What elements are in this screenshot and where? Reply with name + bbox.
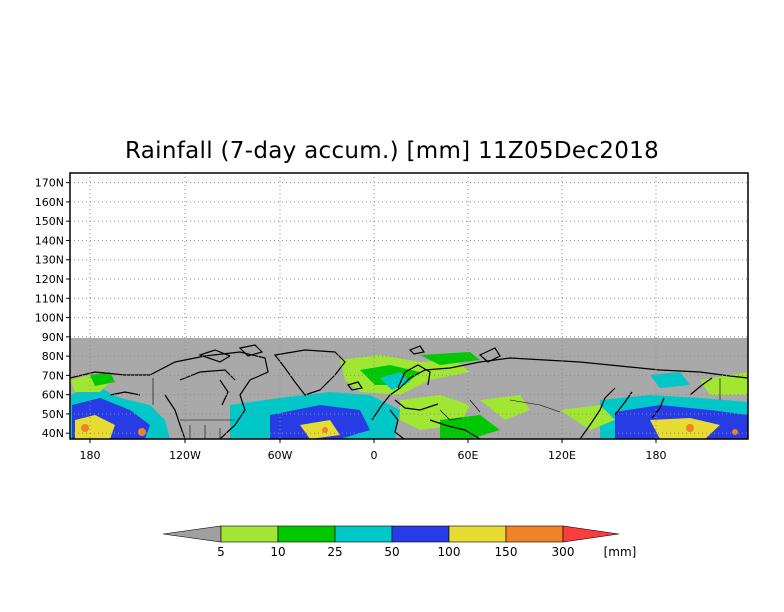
- precip-patch: [322, 427, 328, 433]
- coastline: [164, 394, 186, 439]
- colorbar-upper-arrow: [562, 525, 620, 543]
- lat-tick-label: 90N: [42, 331, 64, 344]
- coastline: [346, 381, 363, 391]
- coastline: [219, 379, 229, 406]
- colorbar-segment: [505, 525, 564, 543]
- gridlines: [70, 173, 748, 439]
- precip-patch: [300, 420, 340, 439]
- lat-tick-label: 140N: [35, 234, 64, 247]
- precip-patch: [650, 372, 690, 388]
- coastline: [408, 345, 425, 355]
- boundary-line: [189, 425, 221, 439]
- lat-tick-label: 60N: [42, 389, 64, 402]
- colorbar-label: 25: [327, 545, 342, 559]
- colorbar-label: 100: [438, 545, 461, 559]
- coastline: [651, 397, 665, 419]
- colorbar: 5 10 25 50 100 150 300 [mm]: [162, 525, 637, 559]
- coastline: [109, 391, 141, 396]
- colorbar-segment: [334, 525, 393, 543]
- coastline: [149, 351, 269, 439]
- precip-patch: [90, 372, 115, 386]
- colorbar-segment: [391, 525, 450, 543]
- coastlines: [70, 344, 748, 439]
- colorbar-segment: [220, 525, 279, 543]
- lat-tick-label: 150N: [35, 215, 64, 228]
- precip-patch: [560, 405, 615, 430]
- lat-tick-label: 70N: [42, 369, 64, 382]
- colorbar-lower-arrow: [162, 525, 222, 543]
- precip-patch: [81, 424, 89, 432]
- coastline: [478, 347, 501, 363]
- colorbar-label: 300: [552, 545, 575, 559]
- precip-patch: [75, 415, 115, 439]
- colorbar-label: 5: [217, 545, 225, 559]
- lon-tick-label: 120W: [169, 449, 201, 462]
- colorbar-unit: [mm]: [604, 545, 637, 559]
- lat-tick-label: 130N: [35, 254, 64, 267]
- map-border: [69, 172, 749, 440]
- lon-tick-label: 180: [80, 449, 101, 462]
- lon-tick-label: 60W: [268, 449, 293, 462]
- lat-tick-label: 100N: [35, 312, 64, 325]
- lat-tick-label: 80N: [42, 350, 64, 363]
- boundary-line: [439, 399, 481, 421]
- lon-tick-label: 180: [646, 449, 667, 462]
- colorbar-segment: [448, 525, 507, 543]
- colorbar-segment: [277, 525, 336, 543]
- lon-tick-label: 60E: [458, 449, 479, 462]
- coastline: [429, 419, 481, 439]
- lat-tick-label: 110N: [35, 292, 64, 305]
- coastline: [394, 399, 439, 411]
- map-title: Rainfall (7-day accum.) [mm] 11Z05Dec201…: [125, 138, 659, 164]
- lon-tick-label: 0: [371, 449, 378, 462]
- precip-patch: [732, 429, 738, 435]
- map-axes: 170N 160N 150N 140N 130N 120N 110N 100N 90N 80N 70…: [35, 177, 667, 462]
- boundary-line: [509, 399, 561, 413]
- coastline: [689, 377, 713, 396]
- colorbar-label: 10: [270, 545, 285, 559]
- coastline: [238, 344, 264, 357]
- lat-tick-label: 120N: [35, 273, 64, 286]
- colorbar-label: 150: [495, 545, 518, 559]
- lat-tick-label: 40N: [42, 427, 64, 440]
- coastline: [397, 364, 431, 389]
- lon-tick-label: 120E: [548, 449, 576, 462]
- coastline: [371, 357, 748, 421]
- precip-patch: [686, 424, 694, 432]
- precip-patch: [700, 372, 748, 395]
- coastline: [389, 409, 405, 439]
- lat-tick-label: 160N: [35, 196, 64, 209]
- political-boundaries: [152, 378, 721, 439]
- lat-tick-label: 170N: [35, 177, 64, 190]
- precipitation-field: [70, 352, 748, 439]
- coastline: [614, 391, 633, 416]
- coastline: [579, 387, 616, 439]
- precip-patch: [138, 428, 146, 436]
- colorbar-label: 50: [384, 545, 399, 559]
- precip-patch: [420, 352, 480, 365]
- precip-patch: [650, 418, 720, 439]
- lat-tick-label: 50N: [42, 408, 64, 421]
